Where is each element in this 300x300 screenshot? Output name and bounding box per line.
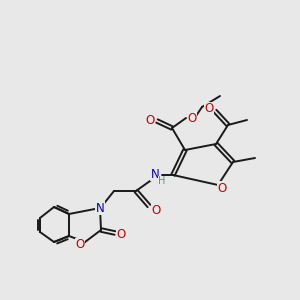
Text: O: O: [204, 103, 214, 116]
Text: H: H: [158, 176, 166, 186]
Text: O: O: [218, 182, 226, 194]
Text: N: N: [151, 167, 159, 181]
Text: O: O: [188, 112, 196, 125]
Text: O: O: [116, 229, 126, 242]
Text: O: O: [152, 203, 160, 217]
Text: O: O: [146, 113, 154, 127]
Text: O: O: [75, 238, 85, 251]
Text: N: N: [96, 202, 104, 214]
